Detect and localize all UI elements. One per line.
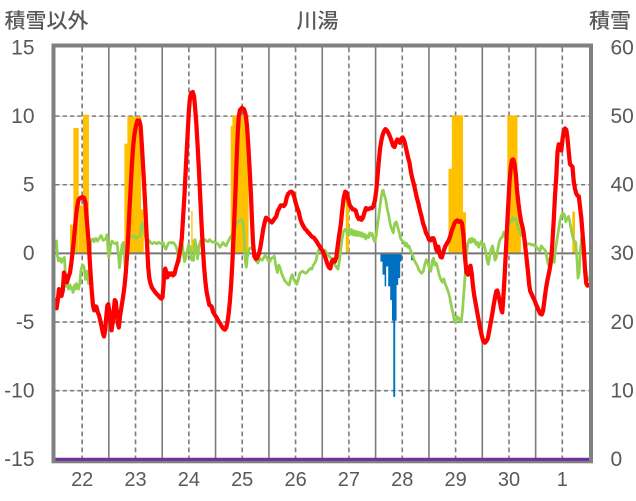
svg-text:-5: -5	[16, 311, 35, 334]
svg-text:-15: -15	[4, 448, 34, 471]
svg-text:5: 5	[23, 174, 35, 197]
svg-text:27: 27	[338, 469, 360, 491]
svg-text:22: 22	[71, 469, 93, 491]
svg-text:30: 30	[498, 469, 520, 491]
svg-text:28: 28	[391, 469, 413, 491]
svg-text:0: 0	[23, 242, 35, 265]
svg-text:29: 29	[444, 469, 466, 491]
svg-text:60: 60	[611, 36, 634, 59]
svg-text:10: 10	[611, 380, 634, 403]
svg-text:26: 26	[284, 469, 306, 491]
svg-text:30: 30	[611, 242, 634, 265]
svg-text:15: 15	[11, 36, 34, 59]
svg-text:24: 24	[178, 469, 200, 491]
svg-text:40: 40	[611, 174, 634, 197]
svg-text:0: 0	[611, 448, 623, 471]
svg-text:50: 50	[611, 105, 634, 128]
svg-text:20: 20	[611, 311, 634, 334]
svg-text:25: 25	[231, 469, 253, 491]
svg-text:-10: -10	[4, 380, 34, 403]
svg-text:10: 10	[11, 105, 34, 128]
svg-text:23: 23	[124, 469, 146, 491]
svg-text:1: 1	[557, 469, 568, 491]
